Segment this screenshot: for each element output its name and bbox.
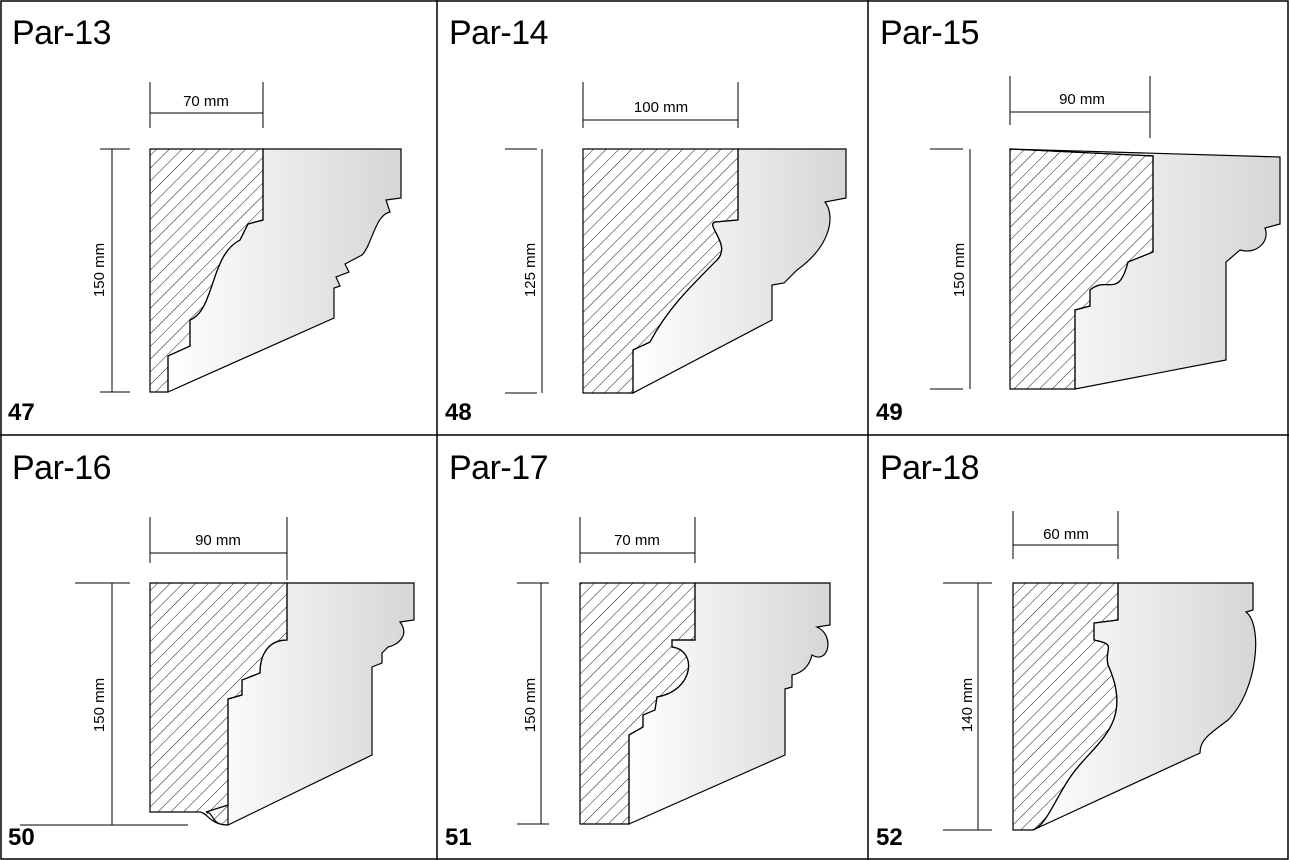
- profile-drawing: 90 mm 150 mm: [930, 76, 1281, 390]
- height-dimension-label: 140 mm: [959, 678, 976, 732]
- profile-cell-par-14: 100 mm 125 mm Par-14 48: [437, 0, 868, 435]
- profile-number: 48: [445, 399, 472, 426]
- height-dimension-label: 150 mm: [91, 678, 108, 732]
- profile-cell-par-13: 70 mm 150 mm Par-13 47: [0, 0, 437, 435]
- profile-title: Par-14: [449, 14, 549, 52]
- profile-drawing: 90 mm 150 mm: [20, 517, 415, 826]
- width-dimension-label: 70 mm: [183, 93, 229, 110]
- profile-cell-par-16: 90 mm 150 mm Par-16 50: [0, 435, 437, 860]
- width-dimension-label: 90 mm: [195, 532, 241, 549]
- profile-title: Par-15: [880, 14, 980, 52]
- height-dimension-label: 150 mm: [522, 678, 539, 732]
- profile-number: 47: [8, 399, 35, 426]
- profile-title: Par-13: [12, 14, 112, 52]
- profile-number: 50: [8, 824, 35, 851]
- profile-title: Par-18: [880, 449, 980, 487]
- profile-cell-par-18: 60 mm 140 mm Par-18 52: [868, 435, 1289, 860]
- profile-cell-par-17: 70 mm 150 mm Par-17 51: [437, 435, 868, 860]
- profile-number: 49: [876, 399, 903, 426]
- width-dimension-label: 90 mm: [1059, 91, 1105, 108]
- profile-title: Par-17: [449, 449, 549, 487]
- profile-cell-par-15: 90 mm 150 mm Par-15 49: [868, 0, 1289, 435]
- profile-drawing: 70 mm 150 mm: [517, 517, 831, 825]
- profile-drawing: 70 mm 150 mm: [91, 82, 402, 393]
- profile-number: 52: [876, 824, 903, 851]
- profile-title: Par-16: [12, 449, 112, 487]
- height-dimension-label: 125 mm: [522, 243, 539, 297]
- height-dimension-label: 150 mm: [91, 243, 108, 297]
- height-dimension-label: 150 mm: [951, 243, 968, 297]
- width-dimension-label: 70 mm: [614, 532, 660, 549]
- width-dimension-label: 60 mm: [1043, 526, 1089, 543]
- profile-drawing: 100 mm 125 mm: [505, 82, 847, 394]
- profile-drawing: 60 mm 140 mm: [943, 511, 1257, 831]
- profile-number: 51: [445, 824, 472, 851]
- width-dimension-label: 100 mm: [634, 99, 688, 116]
